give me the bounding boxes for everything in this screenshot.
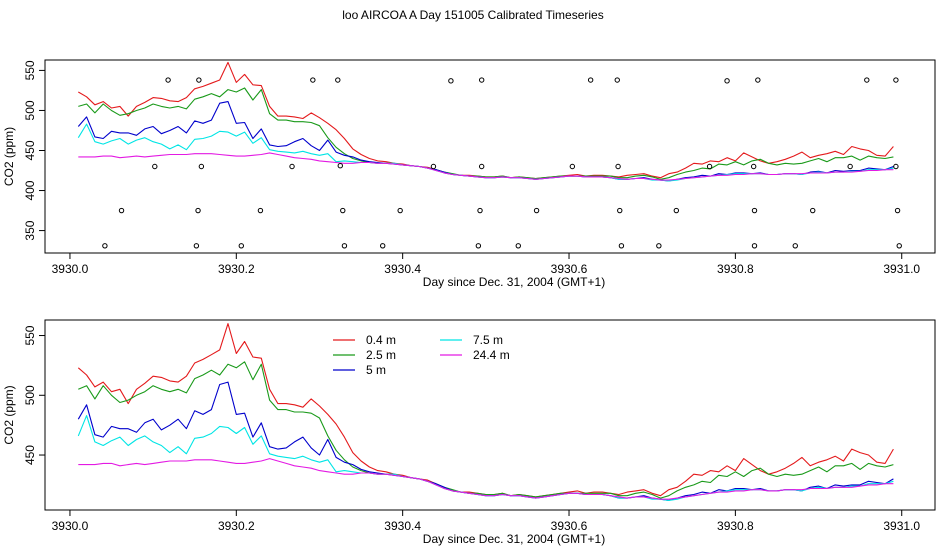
panel-bottom: 3930.0 3930.2 3930.4 3930.6 3930.8 3931.0 450 5… <box>2 319 936 546</box>
legend-label: 0.4 m <box>366 333 396 347</box>
top-scatter-point <box>673 207 680 214</box>
top-scatter-point <box>864 77 870 83</box>
top-scatter-point <box>751 243 758 249</box>
bottom-series-line-24-4-m <box>78 458 894 500</box>
top-y-tick-label: 450 <box>23 140 37 160</box>
legend-label: 7.5 m <box>473 333 503 347</box>
top-scatter-point <box>195 207 201 214</box>
top-y-tick-label: 500 <box>23 100 37 120</box>
top-scatter-point <box>847 163 853 170</box>
top-y-tick-label: 350 <box>23 220 37 240</box>
top-scatter-point <box>310 77 316 83</box>
top-scatter-point <box>751 207 758 214</box>
top-y-tick-label: 400 <box>23 180 37 200</box>
bottom-plot-area <box>77 323 894 501</box>
top-scatter-point <box>750 163 757 170</box>
top-scatter-point <box>448 78 454 84</box>
top-scatter-point <box>380 243 386 249</box>
top-scatter-point <box>896 243 902 249</box>
top-scatter-point <box>587 77 594 83</box>
bottom-x-axis-label: Day since Dec. 31, 2004 (GMT+1) <box>423 532 605 546</box>
top-scatter-point <box>118 207 125 214</box>
top-x-tick-label: 3930.0 <box>52 262 89 276</box>
top-scatter-point <box>289 163 295 170</box>
top-series-line-24-4-m <box>78 152 894 181</box>
top-series-line-2-5-m <box>78 87 894 180</box>
top-plot-area <box>77 61 902 249</box>
bottom-series-line-2-5-m <box>78 361 894 499</box>
top-x-tick-label: 3931.0 <box>883 262 920 276</box>
top-scatter-point <box>165 77 171 83</box>
top-scatter-point <box>893 77 899 83</box>
top-scatter-point <box>430 163 437 170</box>
top-scatter-point <box>475 243 482 249</box>
top-scatter-point <box>478 77 485 83</box>
legend: 0.4 m2.5 m5 m 7.5 m24.4 m <box>333 333 510 377</box>
top-scatter-point <box>569 163 576 170</box>
top-x-tick-label: 3930.2 <box>218 262 255 276</box>
top-scatter-point <box>341 243 348 249</box>
top-scatter-point <box>340 207 346 214</box>
top-scatter-point <box>893 163 899 170</box>
top-x-tick-label: 3930.6 <box>551 262 588 276</box>
bottom-plot-frame <box>44 319 936 511</box>
top-scatter-point <box>515 243 521 249</box>
top-scatter-point <box>257 207 264 214</box>
top-scatter-point <box>706 163 713 170</box>
bottom-x-tick-label: 3930.4 <box>384 519 421 533</box>
top-y-axis-label: CO2 (ppm) <box>2 127 16 186</box>
top-scatter-point <box>196 77 202 83</box>
legend-label: 5 m <box>366 363 386 377</box>
top-scatter-point <box>193 243 200 249</box>
top-scatter-point <box>337 163 343 169</box>
top-scatter-point <box>198 163 205 170</box>
chart-title: loo AIRCOA A Day 151005 Calibrated Times… <box>342 8 603 22</box>
bottom-x-tick-label: 3930.6 <box>551 519 588 533</box>
top-scatter-point <box>533 207 540 214</box>
bottom-x-tick-label: 3931.0 <box>883 519 920 533</box>
top-scatter-point <box>656 243 662 249</box>
top-series-line-7-5-m <box>77 123 894 182</box>
top-scatter-point <box>810 207 816 214</box>
bottom-x-tick-label: 3930.0 <box>52 519 89 533</box>
bottom-x-tick-label: 3930.8 <box>717 519 754 533</box>
top-scatter-point <box>755 77 761 83</box>
top-scatter-point <box>238 243 244 249</box>
bottom-x-tick-label: 3930.2 <box>218 519 255 533</box>
top-series-line-0-4-m <box>78 61 894 180</box>
top-scatter-point <box>397 207 403 214</box>
top-scatter-point <box>792 243 798 249</box>
bottom-y-axis-label: CO2 (ppm) <box>2 385 16 444</box>
bottom-y-tick-label: 550 <box>23 325 37 345</box>
top-scatter-point <box>724 78 730 84</box>
top-scatter-point <box>478 163 485 170</box>
top-scatter-point <box>335 77 341 83</box>
bottom-y-tick-label: 500 <box>23 385 37 405</box>
bottom-series-line-5-m <box>77 381 894 501</box>
top-plot-frame <box>44 59 936 254</box>
top-scatter-point <box>102 243 108 249</box>
top-scatter-point <box>614 77 620 83</box>
top-x-axis-label: Day since Dec. 31, 2004 (GMT+1) <box>423 275 605 289</box>
top-scatter-point <box>617 207 623 214</box>
bottom-y-tick-label: 450 <box>23 445 37 465</box>
top-scatter-point <box>618 243 625 249</box>
bottom-series-line-7-5-m <box>77 415 894 501</box>
top-scatter-point <box>152 163 158 170</box>
legend-label: 2.5 m <box>366 348 396 362</box>
legend-label: 24.4 m <box>473 348 510 362</box>
top-x-tick-label: 3930.4 <box>384 262 421 276</box>
top-scatter-point <box>477 207 483 214</box>
top-y-tick-label: 550 <box>23 60 37 80</box>
top-scatter-point <box>615 163 621 170</box>
panel-top: 3930.0 3930.2 3930.4 3930.6 3930.8 3931.0 350 4… <box>2 59 936 289</box>
top-x-tick-label: 3930.8 <box>717 262 754 276</box>
top-scatter-point <box>894 207 901 214</box>
